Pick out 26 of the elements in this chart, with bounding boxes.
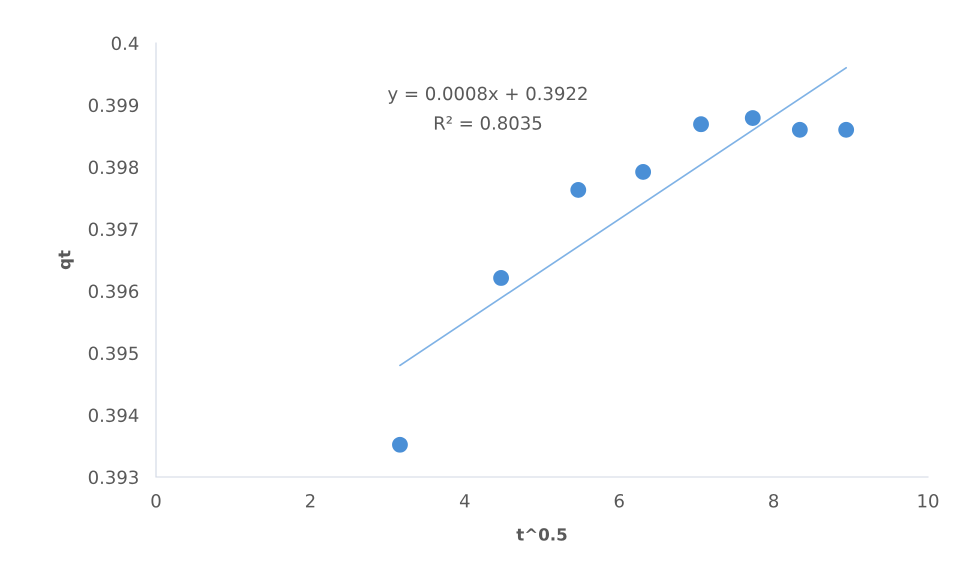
y-tick-label: 0.397: [88, 222, 138, 236]
y-axis-title: qt: [58, 250, 74, 270]
y-tick-label: 0.394: [88, 408, 138, 422]
y-tick-label: 0.398: [88, 160, 138, 174]
x-tick-label: 10: [918, 494, 938, 508]
point: [792, 122, 808, 138]
point: [570, 182, 586, 198]
y-tick-label: 0.399: [88, 98, 138, 112]
annotation: y = 0.0008x + 0.3922: [388, 86, 587, 104]
x-tick-label: 2: [306, 494, 314, 508]
x-axis-title: t^0.5: [516, 528, 567, 541]
point: [635, 164, 652, 180]
point: [493, 270, 509, 286]
point: [744, 110, 761, 126]
x-tick-label: 8: [769, 494, 778, 508]
annotation: R² = 0.8035: [434, 116, 542, 130]
x-tick-label: 4: [460, 494, 470, 508]
y-tick-label: 0.393: [88, 470, 138, 484]
y-tick-label: 0.395: [88, 346, 138, 360]
x-tick-label: 6: [614, 494, 624, 508]
x-tick-label: 0: [151, 494, 161, 508]
point: [838, 122, 854, 138]
y-tick-label: 0.396: [88, 284, 138, 298]
point: [693, 116, 709, 132]
point: [392, 436, 408, 453]
y-tick-label: 0.4: [112, 36, 138, 50]
